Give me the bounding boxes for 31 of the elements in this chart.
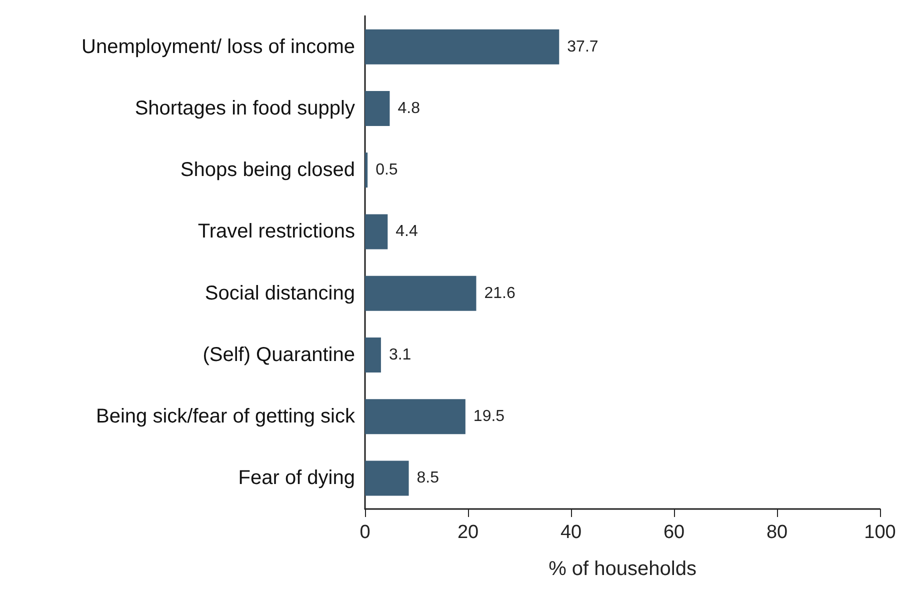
y-tick-label: Social distancing — [204, 282, 355, 304]
y-tick-label: Being sick/fear of getting sick — [96, 406, 356, 428]
y-tick-label: Shops being closed — [180, 159, 355, 182]
bar — [365, 90, 390, 126]
y-tick-label: Shortages in food supply — [134, 97, 355, 120]
bar — [365, 399, 466, 434]
data-label: 4.4 — [396, 223, 418, 240]
data-label: 0.5 — [376, 162, 398, 179]
x-tick-label: 60 — [663, 522, 685, 543]
y-tick-label: Travel restrictions — [198, 220, 355, 243]
bar — [365, 337, 381, 372]
x-tick-label: 0 — [360, 522, 370, 543]
x-tick-label: 100 — [864, 522, 896, 543]
x-axis-title: % of households — [548, 558, 696, 580]
bar — [365, 276, 476, 311]
y-tick-label: Unemployment/ loss of income — [82, 36, 355, 58]
data-label: 21.6 — [484, 284, 516, 302]
bar — [365, 152, 368, 188]
bar — [365, 460, 409, 496]
y-tick-label: Fear of dying — [238, 467, 355, 490]
x-tick-label: 20 — [457, 522, 479, 543]
data-label: 8.5 — [416, 470, 440, 487]
bar — [365, 214, 388, 250]
data-label: 37.7 — [567, 38, 598, 56]
data-label: 19.5 — [473, 408, 505, 426]
data-label: 3.1 — [388, 346, 412, 364]
bar — [365, 29, 560, 64]
data-label: 4.8 — [398, 100, 420, 117]
y-tick-label: (Self) Quarantine — [202, 344, 355, 366]
x-tick-label: 40 — [560, 522, 582, 543]
x-tick-label: 80 — [766, 522, 788, 543]
